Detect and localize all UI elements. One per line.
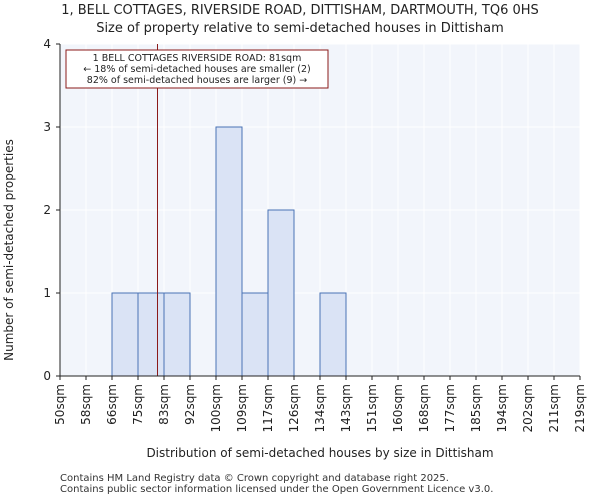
bar — [163, 292, 191, 377]
x-tick-label: 177sqm — [443, 384, 457, 432]
bar — [319, 292, 347, 377]
x-tick-label: 211sqm — [547, 384, 561, 432]
y-tick-label: 0 — [43, 369, 51, 383]
y-tick-label: 2 — [43, 203, 51, 217]
bar — [267, 209, 295, 377]
x-tick-label: 109sqm — [235, 384, 249, 432]
x-tick-label: 126sqm — [287, 384, 301, 432]
y-tick-label: 3 — [43, 120, 51, 134]
x-tick-label: 185sqm — [469, 384, 483, 432]
chart-title: 1, BELL COTTAGES, RIVERSIDE ROAD, DITTIS… — [61, 3, 539, 18]
bars — [111, 126, 347, 377]
x-tick-label: 151sqm — [365, 384, 379, 432]
x-tick-label: 66sqm — [105, 384, 119, 425]
x-tick-label: 219sqm — [573, 384, 587, 432]
annotation-border — [65, 49, 329, 89]
x-tick-label: 58sqm — [79, 384, 93, 425]
x-axis-label: Distribution of semi-detached houses by … — [146, 446, 493, 460]
footer-line-2: Contains public sector information licen… — [60, 484, 494, 495]
annotation-line-1: 1 BELL COTTAGES RIVERSIDE ROAD: 81sqm — [93, 53, 302, 64]
x-tick-label: 75sqm — [131, 384, 145, 425]
x-tick-label: 50sqm — [53, 384, 67, 425]
bar — [137, 292, 165, 377]
grid-lines — [59, 43, 581, 377]
y-axis-label: Number of semi-detached properties — [2, 139, 16, 361]
annotation-line-2: ← 18% of semi-detached houses are smalle… — [83, 64, 311, 75]
bar — [241, 292, 269, 377]
x-tick-label: 100sqm — [209, 384, 223, 432]
annotation-line-3: 82% of semi-detached houses are larger (… — [87, 75, 307, 86]
x-tick-label: 134sqm — [313, 384, 327, 432]
y-tick-labels: 0 1 2 3 4 — [43, 37, 60, 383]
footer-line-1: Contains HM Land Registry data © Crown c… — [60, 473, 449, 484]
x-tick-label: 202sqm — [521, 384, 535, 432]
x-tick-labels: 50sqm 58sqm 66sqm 75sqm 83sqm 92sqm 100sqm 109s… — [53, 376, 587, 432]
x-tick-label: 194sqm — [495, 384, 509, 432]
y-tick-label: 1 — [43, 286, 51, 300]
y-tick-label: 4 — [43, 37, 51, 51]
x-tick-label: 117sqm — [261, 384, 275, 432]
x-tick-label: 92sqm — [183, 384, 197, 425]
bar — [111, 292, 139, 377]
x-tick-label: 83sqm — [157, 384, 171, 425]
annotation-box: 1 BELL COTTAGES RIVERSIDE ROAD: 81sqm ← … — [65, 49, 329, 89]
x-tick-label: 168sqm — [417, 384, 431, 432]
x-tick-label: 160sqm — [391, 384, 405, 432]
chart-subtitle: Size of property relative to semi-detach… — [96, 21, 504, 36]
bar — [215, 126, 243, 377]
x-tick-label: 143sqm — [339, 384, 353, 432]
